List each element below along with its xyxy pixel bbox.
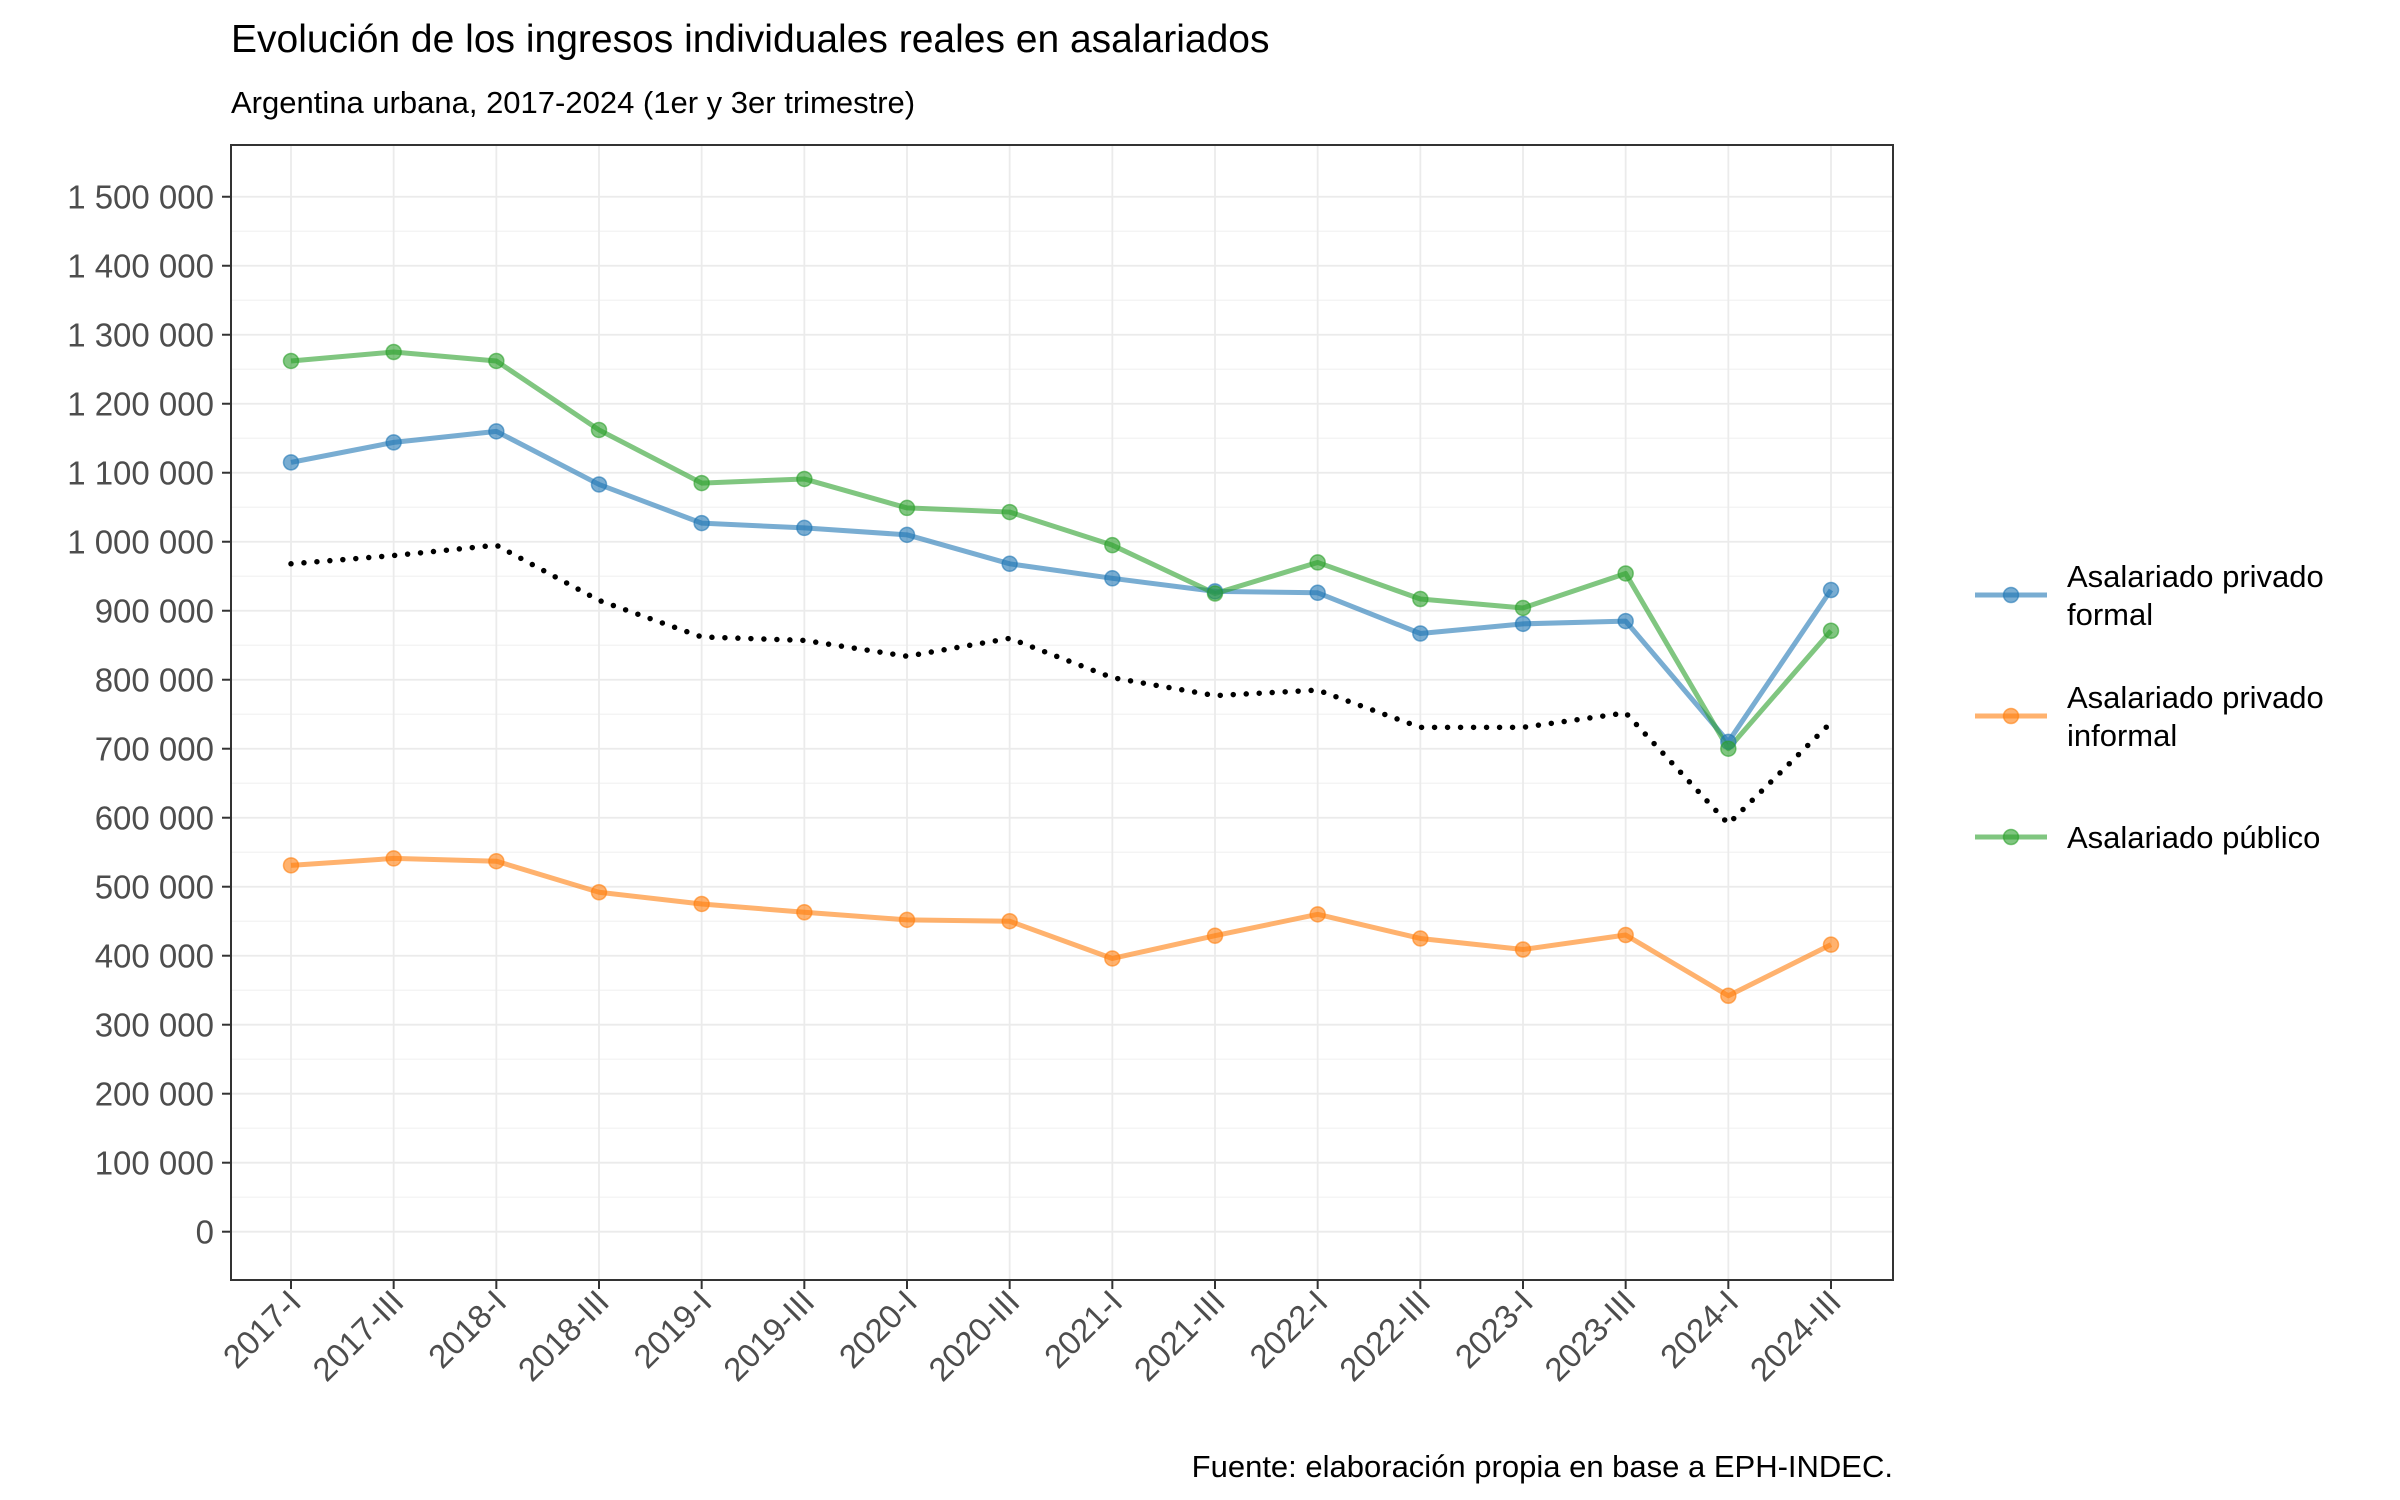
x-tick-label: 2024-I — [1653, 1283, 1745, 1375]
legend-label: formal — [2067, 597, 2153, 632]
data-point-2 — [590, 421, 608, 439]
data-point-2 — [385, 343, 402, 361]
legend-label: informal — [2067, 718, 2177, 753]
y-tick-label: 1 300 000 — [67, 317, 214, 354]
data-point-0 — [898, 526, 916, 544]
data-point-1 — [488, 852, 505, 870]
data-point-0 — [1309, 584, 1326, 602]
chart-subtitle: Argentina urbana, 2017-2024 (1er y 3er t… — [231, 85, 915, 120]
data-point-2 — [898, 499, 916, 517]
data-point-1 — [385, 850, 402, 867]
data-point-1 — [1617, 926, 1634, 944]
data-point-2 — [1720, 740, 1737, 757]
data-point-0 — [1104, 570, 1121, 587]
data-point-1 — [1104, 950, 1121, 967]
plot-area: 0 100 000 200 000 300 000 400 000 500 000 600 … — [67, 144, 1894, 1388]
y-tick-label: 1 200 000 — [67, 386, 214, 423]
data-point-1 — [898, 911, 916, 929]
y-tick-label: 400 000 — [95, 938, 214, 975]
y-tick-label: 1 000 000 — [67, 524, 214, 561]
chart-caption: Fuente: elaboración propia en base a EPH… — [1192, 1449, 1893, 1484]
x-tick-label: 2023-I — [1448, 1283, 1540, 1375]
y-tick-label: 200 000 — [95, 1076, 214, 1113]
plot-background — [231, 145, 1893, 1280]
legend-label: Asalariado privado — [2067, 680, 2324, 715]
y-tick-label: 700 000 — [95, 731, 214, 768]
x-tick-label: 2019-III — [716, 1283, 821, 1388]
data-point-2 — [1822, 622, 1840, 639]
data-point-0 — [590, 476, 608, 493]
x-tick-label: 2022-I — [1242, 1283, 1334, 1375]
plot-border — [230, 144, 1894, 1281]
data-point-0 — [1822, 581, 1840, 599]
y-tick-label: 600 000 — [95, 800, 214, 837]
data-point-1 — [590, 883, 608, 901]
y-tick-label: 1 400 000 — [67, 248, 214, 285]
legend-label: Asalariado privado — [2067, 559, 2324, 594]
data-point-0 — [1514, 615, 1532, 633]
data-point-1 — [1514, 941, 1532, 958]
data-point-2 — [693, 474, 710, 492]
y-tick-label: 500 000 — [95, 869, 214, 906]
series-line-1 — [290, 855, 1833, 999]
data-point-1 — [1822, 936, 1840, 953]
x-tick-label: 2018-I — [421, 1283, 513, 1375]
data-point-0 — [693, 514, 710, 532]
y-tick-label: 300 000 — [95, 1007, 214, 1044]
y-tick-label: 1 100 000 — [67, 455, 214, 492]
y-tick-label: 0 — [196, 1214, 214, 1251]
data-point-0 — [796, 519, 813, 537]
y-tick-label: 900 000 — [95, 593, 214, 630]
x-tick-label: 2022-III — [1332, 1283, 1437, 1388]
x-tick-label: 2021-III — [1127, 1283, 1232, 1388]
data-point-0 — [1617, 612, 1634, 630]
data-point-1 — [693, 895, 710, 913]
x-tick-label: 2023-III — [1537, 1283, 1642, 1388]
data-point-1 — [1309, 906, 1326, 923]
data-point-0 — [282, 454, 300, 471]
data-point-2 — [1412, 590, 1429, 608]
data-point-1 — [1001, 912, 1018, 930]
x-tick-label: 2017-III — [305, 1283, 410, 1388]
data-point-2 — [1617, 565, 1634, 582]
series-line-2 — [290, 349, 1833, 752]
data-point-2 — [282, 352, 300, 370]
y-tick-label: 1 500 000 — [67, 179, 214, 216]
data-point-2 — [488, 352, 505, 370]
data-point-1 — [1206, 927, 1224, 944]
legend-label: Asalariado público — [2067, 820, 2320, 855]
data-point-2 — [1514, 599, 1532, 617]
data-point-2 — [1309, 554, 1326, 571]
data-point-0 — [488, 423, 505, 440]
x-tick-label: 2019-I — [626, 1283, 718, 1375]
series-line-3 — [288, 542, 1834, 827]
data-point-2 — [1001, 503, 1018, 521]
x-tick-label: 2024-III — [1743, 1283, 1848, 1388]
series-line-0 — [290, 428, 1834, 745]
legend-key-marker — [2002, 707, 2020, 725]
data-point-2 — [1206, 585, 1224, 602]
data-point-0 — [385, 434, 402, 451]
data-point-1 — [796, 903, 813, 921]
data-point-0 — [1001, 555, 1018, 573]
data-point-1 — [1720, 987, 1737, 1004]
legend-key-marker — [2002, 828, 2020, 846]
x-tick-label: 2020-I — [832, 1283, 924, 1375]
data-point-2 — [796, 470, 813, 488]
x-tick-label: 2021-I — [1037, 1283, 1129, 1375]
x-tick-label: 2018-III — [511, 1283, 616, 1388]
y-tick-label: 800 000 — [95, 662, 214, 699]
x-tick-label: 2020-III — [921, 1283, 1026, 1388]
x-tick-label: 2017-I — [216, 1283, 308, 1375]
data-point-0 — [1412, 625, 1429, 642]
data-point-2 — [1104, 536, 1121, 554]
data-point-1 — [282, 857, 300, 874]
legend-key-marker — [2002, 586, 2020, 604]
chart-title: Evolución de los ingresos individuales r… — [231, 18, 1269, 61]
y-tick-label: 100 000 — [95, 1145, 214, 1182]
data-point-1 — [1412, 930, 1429, 947]
